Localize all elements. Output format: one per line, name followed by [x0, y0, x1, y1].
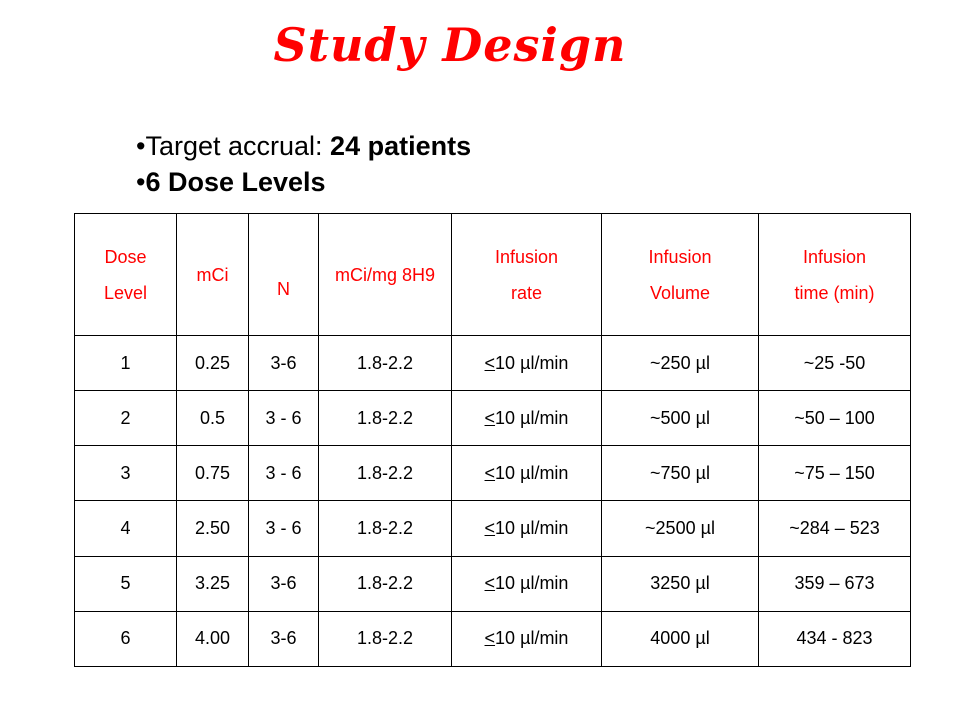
cell-mci-mg: 1.8-2.2 [318, 445, 452, 502]
bullet-list: •Target accrual: 24 patients •6 Dose Lev… [136, 128, 471, 200]
cell-mci-mg: 1.8-2.2 [318, 500, 452, 557]
cell-n: 3 - 6 [248, 445, 319, 502]
cell-mci: 3.25 [176, 555, 249, 612]
bullet-target-accrual: •Target accrual: 24 patients [136, 128, 471, 164]
table-row: 2 0.5 3 - 6 1.8-2.2 <10 µl/min ~500 µl ~50 – 1… [74, 390, 911, 447]
table-row: 6 4.00 3-6 1.8-2.2 <10 µl/min 4000 µl 434 - 82… [74, 610, 911, 668]
cell-dose-level: 3 [74, 445, 177, 502]
header-infusion-time: Infusion time (min) [758, 213, 911, 336]
cell-infusion-volume: ~500 µl [601, 390, 759, 447]
cell-n: 3 - 6 [248, 390, 319, 447]
cell-infusion-time: ~50 – 100 [758, 390, 911, 447]
cell-infusion-time: ~284 – 523 [758, 500, 911, 557]
cell-dose-level: 2 [74, 390, 177, 447]
cell-infusion-rate: <10 µl/min [451, 390, 602, 447]
cell-infusion-rate: <10 µl/min [451, 610, 602, 668]
table-row: 3 0.75 3 - 6 1.8-2.2 <10 µl/min ~750 µl ~75 – … [74, 445, 911, 502]
cell-infusion-rate: <10 µl/min [451, 555, 602, 612]
cell-infusion-time: ~75 – 150 [758, 445, 911, 502]
cell-mci-mg: 1.8-2.2 [318, 390, 452, 447]
cell-infusion-volume: ~2500 µl [601, 500, 759, 557]
cell-n: 3-6 [248, 334, 319, 392]
cell-dose-level: 1 [74, 334, 177, 392]
header-mci-mg: mCi/mg 8H9 [318, 213, 452, 336]
cell-dose-level: 5 [74, 555, 177, 612]
cell-mci: 0.25 [176, 334, 249, 392]
cell-infusion-volume: 3250 µl [601, 555, 759, 612]
bullet-dose-levels: •6 Dose Levels [136, 164, 471, 200]
study-design-table: Dose Level mCi N mCi/mg 8H9 Infusion rate … [74, 213, 911, 668]
cell-infusion-rate: <10 µl/min [451, 445, 602, 502]
cell-dose-level: 6 [74, 610, 177, 668]
table-row: 5 3.25 3-6 1.8-2.2 <10 µl/min 3250 µl 359 – 67… [74, 555, 911, 612]
cell-n: 3 - 6 [248, 500, 319, 557]
table-header-row: Dose Level mCi N mCi/mg 8H9 Infusion rate … [74, 213, 911, 336]
cell-mci: 0.5 [176, 390, 249, 447]
cell-dose-level: 4 [74, 500, 177, 557]
header-infusion-rate: Infusion rate [451, 213, 602, 336]
table-row: 4 2.50 3 - 6 1.8-2.2 <10 µl/min ~2500 µl ~284 … [74, 500, 911, 557]
table-row: 1 0.25 3-6 1.8-2.2 <10 µl/min ~250 µl ~25 -50 [74, 334, 911, 392]
cell-n: 3-6 [248, 555, 319, 612]
cell-mci: 0.75 [176, 445, 249, 502]
cell-mci-mg: 1.8-2.2 [318, 334, 452, 392]
bullet-bold: 6 Dose Levels [145, 167, 326, 197]
cell-n: 3-6 [248, 610, 319, 668]
slide-title: Study Design [273, 18, 627, 72]
cell-infusion-volume: ~250 µl [601, 334, 759, 392]
bullet-bold: 24 patients [330, 131, 472, 161]
header-infusion-volume: Infusion Volume [601, 213, 759, 336]
cell-mci: 2.50 [176, 500, 249, 557]
cell-infusion-volume: 4000 µl [601, 610, 759, 668]
cell-infusion-rate: <10 µl/min [451, 334, 602, 392]
header-mci: mCi [176, 213, 249, 336]
cell-infusion-rate: <10 µl/min [451, 500, 602, 557]
cell-infusion-time: ~25 -50 [758, 334, 911, 392]
cell-infusion-volume: ~750 µl [601, 445, 759, 502]
bullet-prefix: •Target accrual: [136, 131, 331, 161]
header-n: N [248, 213, 319, 336]
cell-mci-mg: 1.8-2.2 [318, 555, 452, 612]
bullet-prefix: • [136, 167, 146, 197]
cell-infusion-time: 359 – 673 [758, 555, 911, 612]
cell-infusion-time: 434 - 823 [758, 610, 911, 668]
cell-mci: 4.00 [176, 610, 249, 668]
header-dose-level: Dose Level [74, 213, 177, 336]
cell-mci-mg: 1.8-2.2 [318, 610, 452, 668]
